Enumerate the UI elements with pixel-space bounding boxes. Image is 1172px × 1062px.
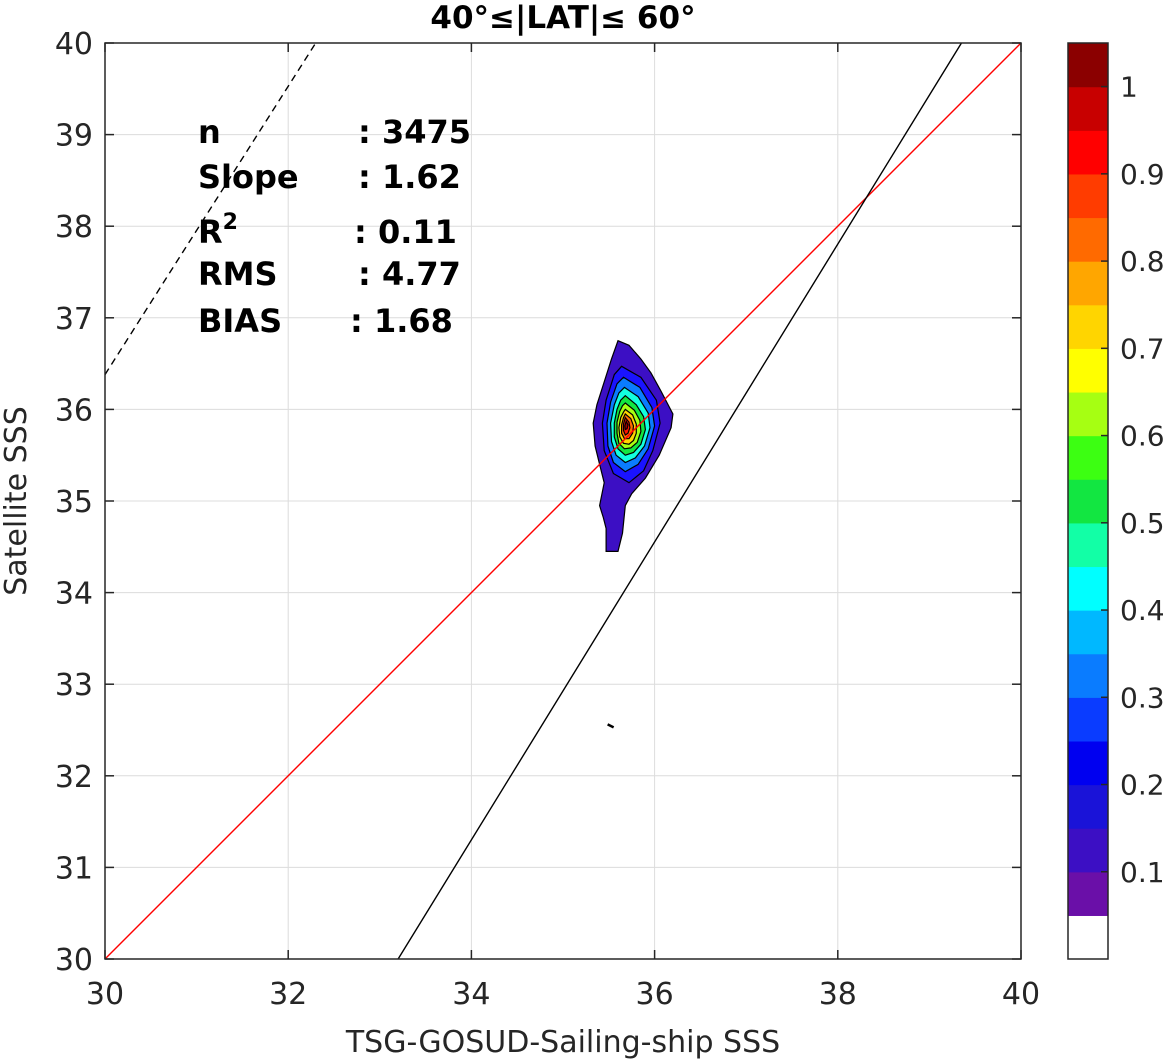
colorbar-tick-label: 0.8 xyxy=(1120,245,1165,278)
colorbar-segment xyxy=(1068,304,1108,349)
x-axis-ticks: 30 32 34 36 38 40 xyxy=(86,43,1040,1012)
y-tick-label: 34 xyxy=(55,577,93,612)
x-tick-label: 40 xyxy=(1002,977,1040,1012)
colorbar-tick-label: 0.2 xyxy=(1120,769,1165,802)
colorbar-segment xyxy=(1068,173,1108,219)
colorbar-tick-label: 0.4 xyxy=(1120,594,1165,627)
colorbar-segment xyxy=(1068,391,1108,437)
colorbar-segment xyxy=(1068,697,1108,742)
stat-r2-label: R2 xyxy=(198,210,238,251)
stat-rms-value: : 4.77 xyxy=(358,255,461,293)
outlier-mark xyxy=(607,723,615,729)
y-tick-label: 39 xyxy=(55,119,93,154)
stat-n-label: n xyxy=(198,113,221,151)
x-axis-label: TSG-GOSUD-Sailing-ship SSS xyxy=(345,1025,780,1060)
stat-r2-base: R xyxy=(198,213,223,251)
colorbar-segment xyxy=(1068,566,1108,611)
x-tick-label: 32 xyxy=(269,977,307,1012)
stat-rms-label: RMS xyxy=(198,255,278,293)
colorbar-segment xyxy=(1068,784,1108,829)
dashed-reference-line xyxy=(105,43,317,375)
colorbar-tick-label: 0.6 xyxy=(1120,420,1165,453)
stat-r2-superscript: 2 xyxy=(223,210,238,235)
stat-r2-value: : 0.11 xyxy=(354,213,457,251)
stat-slope-label: Slope xyxy=(198,158,299,196)
colorbar-segment xyxy=(1068,435,1108,480)
colorbar-tick-label: 0.1 xyxy=(1120,856,1165,889)
stat-bias-label: BIAS xyxy=(198,302,282,340)
colorbar-tick-label: 0.5 xyxy=(1120,507,1165,540)
y-tick-label: 40 xyxy=(55,27,93,62)
x-tick-label: 34 xyxy=(452,977,490,1012)
colorbar-tick-label: 0.9 xyxy=(1120,158,1165,191)
colorbar-segment xyxy=(1068,610,1108,655)
colorbar-segment xyxy=(1068,479,1108,524)
reference-lines xyxy=(105,43,1021,959)
stat-bias-value: : 1.68 xyxy=(350,302,453,340)
stat-n-value: : 3475 xyxy=(358,113,471,151)
colorbar-segment xyxy=(1068,43,1108,88)
x-tick-label: 38 xyxy=(819,977,857,1012)
colorbar-segment xyxy=(1068,915,1108,960)
y-tick-label: 32 xyxy=(55,760,93,795)
grid-lines xyxy=(104,42,1022,960)
x-tick-label: 36 xyxy=(636,977,674,1012)
colorbar-segment xyxy=(1068,348,1108,393)
contour-level-9 xyxy=(624,419,629,431)
y-tick-label: 37 xyxy=(55,302,93,337)
colorbar-tick-label: 1 xyxy=(1120,71,1138,104)
colorbar-segment xyxy=(1068,828,1108,873)
y-tick-label: 36 xyxy=(55,393,93,428)
colorbar-tick-label: 0.7 xyxy=(1120,332,1165,365)
y-tick-label: 31 xyxy=(55,851,93,886)
y-tick-label: 38 xyxy=(55,210,93,245)
colorbar-segment xyxy=(1068,871,1108,916)
colorbar-segment xyxy=(1068,86,1108,131)
colorbar-segment xyxy=(1068,653,1108,698)
y-tick-label: 35 xyxy=(55,485,93,520)
colorbar-ticks: 1 0.9 0.8 0.7 0.6 0.5 0.4 0.3 0.2 0.1 xyxy=(1101,71,1165,889)
y-tick-label: 33 xyxy=(55,668,93,703)
x-tick-label: 30 xyxy=(86,977,124,1012)
chart-title: 40°≤|LAT|≤ 60° xyxy=(430,0,695,36)
colorbar-segment xyxy=(1068,130,1108,175)
colorbar-segment xyxy=(1068,217,1108,262)
colorbar-frame xyxy=(1067,42,1109,960)
colorbar-segment xyxy=(1068,261,1108,306)
stats-annotation: n : 3475 Slope : 1.62 R2 : 0.11 RMS : 4.… xyxy=(198,113,471,340)
colorbar-segment xyxy=(1068,522,1108,568)
colorbar xyxy=(1067,42,1109,960)
y-tick-label: 30 xyxy=(55,943,93,978)
colorbar-segment xyxy=(1068,740,1108,786)
y-axis-label: Satellite SSS xyxy=(0,406,34,596)
stat-slope-value: : 1.62 xyxy=(358,158,461,196)
y-axis-ticks: 30 31 32 33 34 35 36 37 38 39 40 xyxy=(55,27,1021,978)
colorbar-tick-label: 0.3 xyxy=(1120,681,1165,714)
regression-line xyxy=(397,43,963,959)
